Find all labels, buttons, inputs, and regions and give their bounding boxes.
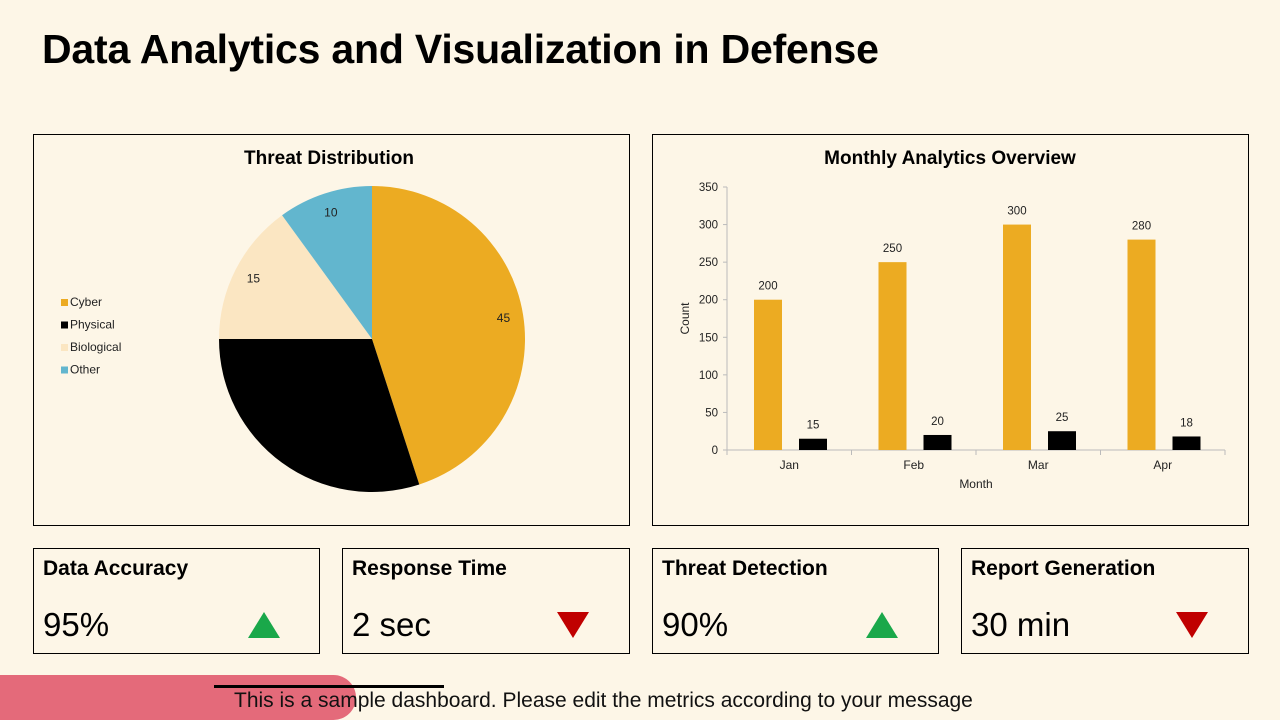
y-axis-title: Count (678, 302, 692, 335)
bar-data-label: 25 (1056, 412, 1069, 424)
pie-chart-svg: Threat Distribution 45 15 10 Cyber Physical Bi… (61, 148, 525, 493)
kpi-value: 90% (662, 606, 729, 643)
kpi-card-data-accuracy: Data Accuracy 95% (33, 548, 320, 654)
bar-jan-series-1 (754, 299, 782, 450)
pie-data-label: 15 (247, 272, 261, 286)
kpi-label: Threat Detection (662, 557, 828, 580)
bar-data-label: 280 (1132, 221, 1151, 233)
x-tick-label: Apr (1153, 458, 1172, 472)
bar-feb-series-1 (878, 262, 907, 450)
bar-data-label: 15 (807, 420, 820, 432)
legend-swatch-biological (61, 344, 68, 351)
trend-up-icon (866, 612, 898, 638)
kpi-card-response-time: Response Time 2 sec (342, 548, 630, 654)
trend-up-icon (248, 612, 280, 638)
page-title: Data Analytics and Visualization in Defe… (42, 26, 879, 72)
pie-slice-biological (219, 215, 372, 339)
legend-swatch-other (61, 366, 68, 374)
chart-title: Monthly Analytics Overview (824, 148, 1076, 169)
bar-apr-series-2 (1172, 436, 1201, 450)
monthly-analytics-chart: Monthly Analytics Overview 0 50 100 150 200 25… (652, 134, 1249, 526)
legend-swatch-physical (61, 321, 68, 329)
y-tick-label: 0 (712, 445, 718, 457)
x-tick-label: Feb (903, 458, 924, 472)
chart-title: Threat Distribution (244, 148, 414, 169)
kpi-value: 2 sec (352, 606, 431, 643)
legend-label-other: Other (70, 363, 100, 377)
kpi-label: Response Time (352, 557, 507, 580)
legend-label-cyber: Cyber (70, 295, 102, 309)
bar-feb-series-2 (923, 434, 952, 450)
pie-slice-cyber (372, 186, 525, 485)
footer-note: This is a sample dashboard. Please edit … (234, 689, 973, 712)
x-axis-title: Month (959, 477, 992, 491)
y-tick-label: 300 (699, 220, 718, 232)
bar-chart-svg: Monthly Analytics Overview 0 50 100 150 200 25… (678, 148, 1226, 491)
pie-slice-physical (219, 339, 420, 493)
legend-swatch-cyber (61, 299, 68, 306)
bar-data-label: 300 (1007, 206, 1026, 218)
bar-jan-series-2 (799, 438, 827, 450)
bar-data-label: 20 (931, 416, 944, 428)
bar-apr-series-1 (1127, 239, 1156, 450)
bar-mar-series-2 (1048, 431, 1076, 450)
kpi-value: 95% (43, 606, 110, 643)
y-tick-label: 100 (699, 370, 718, 382)
y-tick-label: 200 (699, 295, 718, 307)
bar-data-label: 18 (1180, 417, 1193, 429)
pie-data-label: 45 (497, 311, 511, 325)
x-tick-label: Mar (1028, 458, 1049, 472)
kpi-card-threat-detection: Threat Detection 90% (652, 548, 939, 654)
kpi-label: Data Accuracy (43, 557, 189, 580)
y-tick-label: 250 (699, 257, 718, 269)
footer-accent-band (0, 675, 356, 720)
legend-label-biological: Biological (70, 340, 121, 354)
kpi-card-report-generation: Report Generation 30 min (961, 548, 1249, 654)
bar-data-label: 200 (758, 281, 777, 293)
trend-down-icon (557, 612, 589, 638)
trend-down-icon (1176, 612, 1208, 638)
x-tick-label: Jan (780, 458, 799, 472)
y-tick-label: 50 (705, 407, 718, 419)
pie-data-label: 10 (324, 205, 338, 219)
legend-label-physical: Physical (70, 318, 115, 332)
footer-divider (214, 685, 444, 688)
threat-distribution-chart: Threat Distribution 45 15 10 Cyber Physical Bi… (33, 134, 630, 526)
y-tick-label: 150 (699, 332, 718, 344)
bar-data-label: 250 (883, 243, 902, 255)
kpi-label: Report Generation (971, 557, 1156, 580)
bar-mar-series-1 (1003, 224, 1031, 450)
y-tick-label: 350 (699, 182, 718, 194)
kpi-value: 30 min (971, 606, 1071, 643)
pie-slice-other (282, 186, 372, 339)
